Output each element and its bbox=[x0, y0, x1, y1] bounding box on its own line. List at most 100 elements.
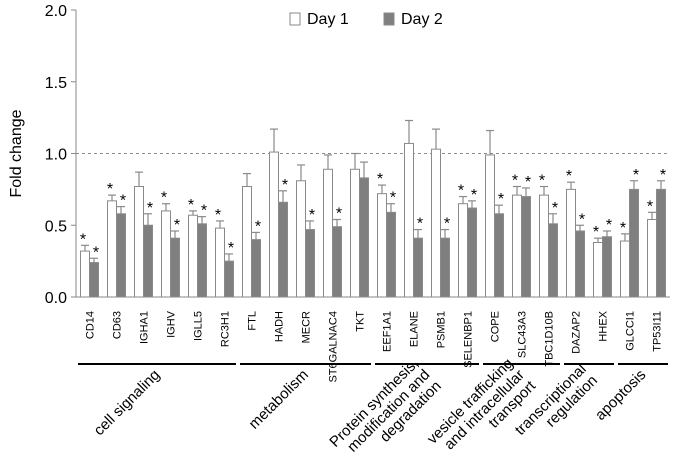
significance-star: * bbox=[161, 190, 167, 207]
significance-star: * bbox=[660, 167, 666, 184]
legend: Day 1 Day 2 bbox=[289, 11, 443, 28]
bar-day1 bbox=[242, 186, 252, 298]
bar-day1 bbox=[620, 240, 630, 298]
group-label: apoptosis bbox=[592, 366, 649, 423]
significance-star: * bbox=[458, 183, 464, 200]
category-label: CD14 bbox=[85, 311, 97, 339]
bar-day1 bbox=[296, 180, 306, 298]
category-label: TBC1D10B bbox=[544, 311, 556, 367]
bar-day1 bbox=[350, 168, 360, 298]
bars: * * * * * * * * * * * * * * * * * * * * * * * * * * * * * * * * * * bbox=[80, 119, 666, 298]
bar-day2 bbox=[602, 236, 612, 298]
category-label: IGLL5 bbox=[193, 311, 205, 341]
group-label-line: apoptosis bbox=[592, 366, 649, 423]
bar-day1 bbox=[161, 210, 171, 298]
bar-day2 bbox=[413, 237, 423, 298]
category-label: TKT bbox=[355, 311, 367, 332]
y-tick-label: 0.0 bbox=[45, 290, 67, 307]
bar-day2 bbox=[224, 260, 234, 298]
bar-day2 bbox=[629, 188, 639, 298]
significance-star: * bbox=[417, 216, 423, 233]
category-label: RC3H1 bbox=[220, 311, 232, 347]
bar-day2 bbox=[467, 207, 477, 298]
significance-star: * bbox=[107, 181, 113, 198]
bar-day2 bbox=[251, 239, 261, 298]
bar-day2 bbox=[656, 188, 666, 298]
significance-star: * bbox=[512, 173, 518, 190]
bar-day1 bbox=[377, 193, 387, 298]
bar-day2 bbox=[305, 229, 315, 298]
significance-star: * bbox=[147, 200, 153, 217]
bar-day1 bbox=[323, 168, 333, 298]
group-label-line: cell signaling bbox=[91, 366, 164, 439]
bar-day1 bbox=[566, 188, 576, 298]
significance-star: * bbox=[120, 193, 126, 210]
significance-star: * bbox=[471, 187, 477, 204]
bar-day2 bbox=[197, 223, 207, 298]
category-label: COPE bbox=[490, 311, 502, 342]
significance-star: * bbox=[215, 207, 221, 224]
group-label: Protein synthesis,modification anddegrad… bbox=[326, 355, 444, 473]
category-label: MECR bbox=[301, 311, 313, 343]
significance-star: * bbox=[606, 217, 612, 234]
significance-star: * bbox=[498, 191, 504, 208]
significance-star: * bbox=[377, 171, 383, 188]
category-label: CD63 bbox=[112, 311, 124, 339]
category-label: EEF1A1 bbox=[382, 311, 394, 352]
legend-label-day2: Day 2 bbox=[401, 11, 443, 28]
bar-day1 bbox=[512, 194, 522, 298]
category-label: TP53I11 bbox=[652, 311, 664, 352]
legend-swatch-day2 bbox=[383, 12, 395, 26]
legend-swatch-day1 bbox=[289, 12, 301, 26]
group-label: metabolism bbox=[246, 366, 312, 432]
group-label: transcriptionalregulation bbox=[512, 361, 601, 450]
y-axis-label: Fold change bbox=[8, 109, 25, 197]
category-groups: cell signaling metabolism Protein synthesi… bbox=[78, 354, 668, 473]
bar-day1 bbox=[80, 250, 90, 298]
bar-day1 bbox=[485, 154, 495, 298]
significance-star: * bbox=[647, 198, 653, 215]
category-label: SELENBP1 bbox=[463, 311, 475, 368]
category-label: DAZAP2 bbox=[571, 311, 583, 354]
significance-star: * bbox=[566, 168, 572, 185]
significance-star: * bbox=[593, 224, 599, 241]
significance-star: * bbox=[579, 211, 585, 228]
bar-day2 bbox=[359, 177, 369, 298]
significance-star: * bbox=[539, 173, 545, 190]
bar-day1 bbox=[134, 186, 144, 298]
category-label: ST6GALNAC4 bbox=[328, 311, 340, 383]
significance-star: * bbox=[336, 206, 342, 223]
category-label: GLCCI1 bbox=[625, 311, 637, 351]
y-tick-label: 0.5 bbox=[45, 218, 67, 235]
bar-day1 bbox=[647, 219, 657, 298]
legend-label-day1: Day 1 bbox=[307, 11, 349, 28]
significance-star: * bbox=[309, 207, 315, 224]
bar-day2 bbox=[521, 196, 531, 298]
significance-star: * bbox=[201, 203, 207, 220]
category-label: PSMB1 bbox=[436, 311, 448, 348]
y-tick-label: 1.5 bbox=[45, 75, 67, 92]
bar-day2 bbox=[116, 213, 126, 298]
significance-star: * bbox=[188, 197, 194, 214]
significance-star: * bbox=[282, 177, 288, 194]
group-label: vesicle traffickingand intracellulartran… bbox=[424, 354, 540, 470]
category-labels: CD14 CD63 IGHA1 IGHV IGLL5 RC3H1 FTL HADH MECR ST… bbox=[85, 310, 664, 382]
significance-star: * bbox=[93, 244, 99, 261]
category-label: HHEX bbox=[598, 310, 610, 341]
bar-day1 bbox=[431, 148, 441, 298]
bar-day1 bbox=[404, 142, 414, 298]
bar-day1 bbox=[269, 151, 279, 298]
category-label: HADH bbox=[274, 311, 286, 342]
category-label: IGHV bbox=[166, 310, 178, 338]
significance-star: * bbox=[390, 190, 396, 207]
y-tick-label: 1.0 bbox=[45, 147, 67, 164]
bar-day2 bbox=[278, 201, 288, 298]
bar-day1 bbox=[458, 203, 468, 298]
bar-day1 bbox=[215, 227, 225, 298]
significance-star: * bbox=[633, 167, 639, 184]
significance-star: * bbox=[444, 216, 450, 233]
bar-day1 bbox=[593, 241, 603, 298]
significance-star: * bbox=[80, 231, 86, 248]
category-label: FTL bbox=[247, 311, 259, 331]
